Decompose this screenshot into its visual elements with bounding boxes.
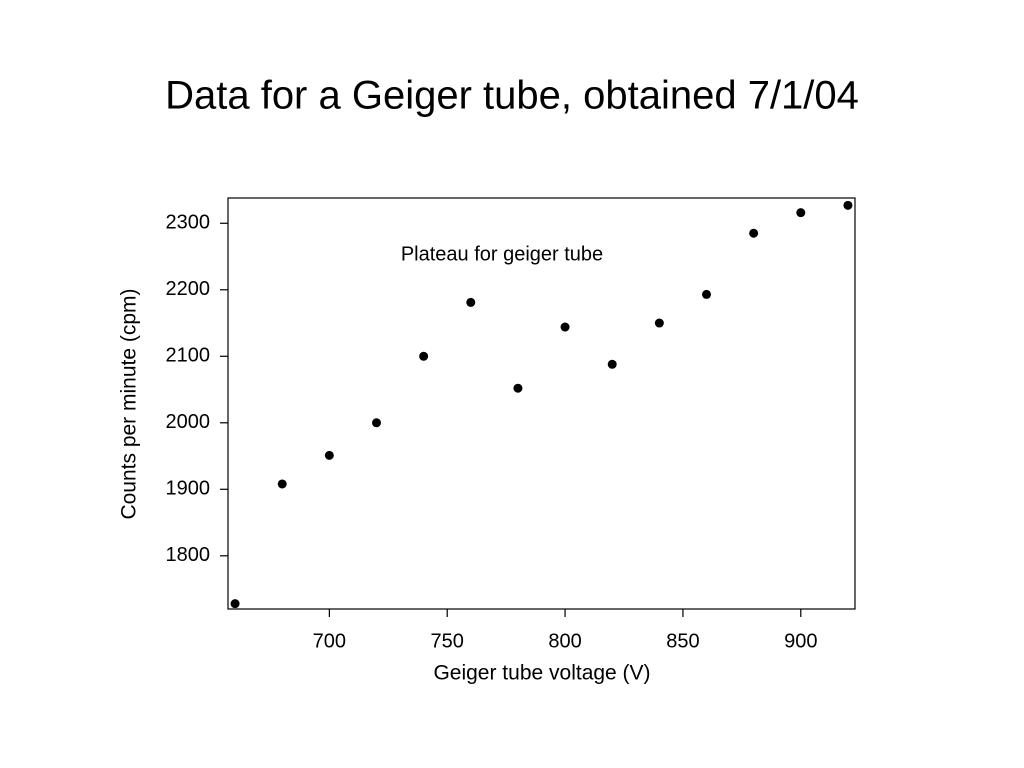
data-point	[560, 322, 570, 332]
x-tick-label: 850	[666, 630, 699, 652]
data-point	[513, 383, 523, 393]
x-tick-label: 750	[431, 630, 464, 652]
y-tick-label: 2000	[166, 411, 211, 433]
y-axis-label: Counts per minute (cpm)	[118, 288, 141, 519]
data-point	[277, 479, 287, 489]
data-point	[372, 418, 381, 428]
chart-title: Data for a Geiger tube, obtained 7/1/04	[165, 74, 859, 118]
data-point	[843, 200, 853, 210]
data-point	[654, 318, 664, 328]
y-tick-label: 2100	[166, 345, 211, 367]
data-point	[796, 208, 806, 218]
annotation: Plateau for geiger tube	[401, 243, 603, 265]
data-point	[607, 359, 617, 369]
data-point	[702, 289, 711, 299]
y-tick-label: 1800	[166, 544, 211, 566]
y-tick-label: 2300	[166, 212, 211, 234]
x-tick-label: 700	[313, 630, 346, 652]
data-point	[419, 351, 429, 361]
y-tick-label: 1900	[166, 478, 211, 500]
x-axis-label: Geiger tube voltage (V)	[433, 662, 650, 685]
data-point	[324, 450, 334, 460]
data-point	[230, 599, 240, 609]
x-tick-label: 800	[548, 630, 581, 652]
data-point	[749, 228, 759, 238]
data-point	[466, 297, 476, 307]
y-tick-label: 2200	[166, 278, 211, 300]
x-tick-label: 900	[784, 630, 817, 652]
plot-frame	[227, 197, 856, 610]
